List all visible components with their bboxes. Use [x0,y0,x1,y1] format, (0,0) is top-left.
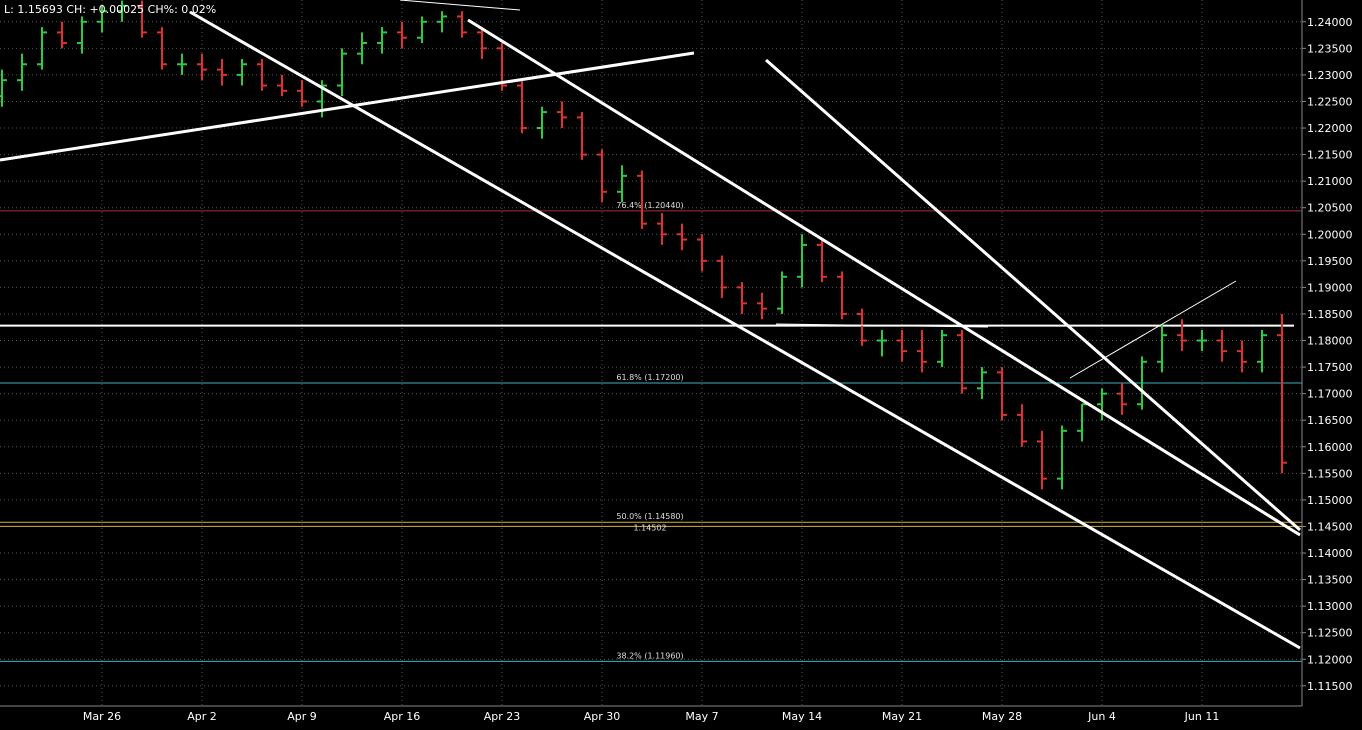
y-tick-label: 1.13000 [1307,600,1353,613]
y-tick-label: 1.14500 [1307,520,1353,533]
y-tick-label: 1.21000 [1307,175,1353,188]
y-tick-label: 1.19500 [1307,255,1353,268]
trendline [765,58,1301,532]
y-tick-label: 1.12000 [1307,653,1353,666]
x-tick-label: Mar 26 [83,710,121,723]
trendline [399,0,521,11]
x-tick-label: Apr 9 [287,710,317,723]
y-tick-label: 1.17500 [1307,361,1353,374]
y-tick-label: 1.11500 [1307,680,1353,693]
x-tick-label: Jun 4 [1087,710,1116,723]
y-tick-label: 1.16000 [1307,441,1353,454]
fib-label: 50.0% (1.14580) [616,512,683,521]
x-tick-label: May 21 [882,710,922,723]
fib-label: 76.4% (1.20440) [616,201,683,210]
bars [0,0,1287,490]
y-tick-label: 1.23000 [1307,69,1353,82]
fib-label: 1.14502 [633,523,666,532]
y-tick-label: 1.14000 [1307,547,1353,560]
trendline [1069,280,1237,379]
y-tick-label: 1.21500 [1307,149,1353,162]
x-tick-label: Apr 16 [384,710,421,723]
y-tick-label: 1.16500 [1307,414,1353,427]
x-tick-label: Jun 11 [1184,710,1220,723]
x-tick-label: May 14 [782,710,822,723]
y-tick-label: 1.18000 [1307,335,1353,348]
y-tick-label: 1.20000 [1307,228,1353,241]
y-tick-label: 1.13500 [1307,574,1353,587]
y-tick-label: 1.12500 [1307,627,1353,640]
info-label: L: 1.15693 CH: +0.00025 CH%: 0.02% [4,3,216,16]
trendline [467,18,1301,537]
y-tick-label: 1.17000 [1307,388,1353,401]
trendline [189,10,1301,650]
y-tick-label: 1.15500 [1307,467,1353,480]
y-tick-label: 1.22000 [1307,122,1353,135]
x-tick-label: Apr 2 [187,710,217,723]
axes [0,0,1303,707]
trendlines [0,0,1301,650]
trendline [0,51,695,162]
y-tick-label: 1.15000 [1307,494,1353,507]
x-tick-label: Apr 30 [584,710,621,723]
x-tick-label: May 28 [982,710,1022,723]
y-tick-label: 1.19000 [1307,281,1353,294]
y-tick-label: 1.22500 [1307,95,1353,108]
x-tick-label: Apr 23 [484,710,521,723]
y-tick-label: 1.23500 [1307,42,1353,55]
y-tick-label: 1.24000 [1307,16,1353,29]
fib-label: 38.2% (1.11960) [616,651,683,660]
fib-label: 61.8% (1.17200) [616,373,683,382]
trendline [775,323,989,328]
y-tick-label: 1.18500 [1307,308,1353,321]
y-tick-label: 1.20500 [1307,202,1353,215]
x-tick-label: May 7 [685,710,718,723]
